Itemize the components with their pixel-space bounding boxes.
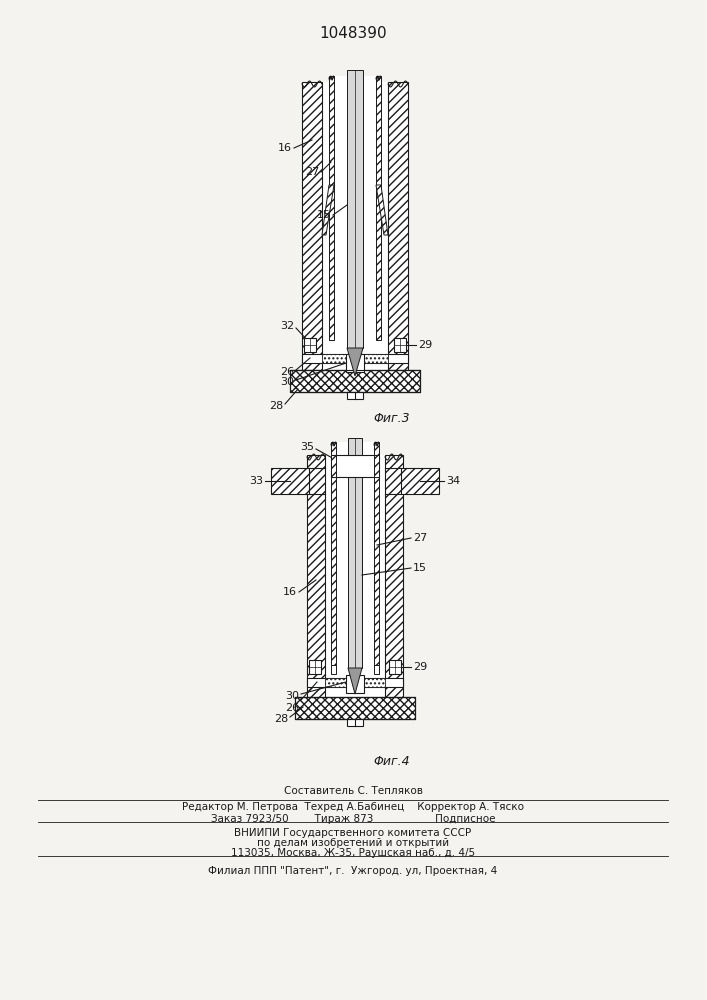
Bar xyxy=(348,438,362,668)
Text: 15: 15 xyxy=(317,210,331,220)
Text: 29: 29 xyxy=(413,662,427,672)
Bar xyxy=(334,76,376,340)
Bar xyxy=(347,719,363,726)
Text: 28: 28 xyxy=(274,714,288,724)
Text: 1048390: 1048390 xyxy=(319,26,387,41)
Bar xyxy=(309,660,321,674)
Bar xyxy=(374,455,379,477)
Bar xyxy=(307,455,325,700)
Text: 30: 30 xyxy=(285,691,299,701)
Polygon shape xyxy=(322,185,334,235)
Bar xyxy=(295,697,415,719)
Bar xyxy=(347,392,363,399)
Text: Филиал ППП "Патент", г.  Ужгород. ул, Проектная, 4: Филиал ППП "Патент", г. Ужгород. ул, Про… xyxy=(209,866,498,876)
Text: 113035, Москва, Ж-35, Раушская наб., д. 4/5: 113035, Москва, Ж-35, Раушская наб., д. … xyxy=(231,848,475,858)
Text: Заказ 7923/50        Тираж 873                   Подписное: Заказ 7923/50 Тираж 873 Подписное xyxy=(211,814,495,824)
Bar xyxy=(336,442,374,665)
Text: 26: 26 xyxy=(285,703,299,713)
Polygon shape xyxy=(348,668,362,694)
Bar xyxy=(322,354,388,363)
Bar xyxy=(322,82,388,370)
Bar xyxy=(325,678,385,687)
Bar xyxy=(302,354,408,363)
Bar xyxy=(401,468,439,494)
Text: ВНИИПИ Государственного комитета СССР: ВНИИПИ Государственного комитета СССР xyxy=(235,828,472,838)
Bar xyxy=(347,70,363,348)
Bar xyxy=(331,442,336,665)
Bar xyxy=(290,370,420,392)
Bar xyxy=(394,338,406,352)
Text: 26: 26 xyxy=(280,367,294,377)
Bar xyxy=(304,338,316,352)
Text: 35: 35 xyxy=(300,442,314,452)
Text: 27: 27 xyxy=(305,167,319,177)
Polygon shape xyxy=(376,185,388,235)
Bar xyxy=(385,455,403,700)
Bar xyxy=(376,76,381,340)
Text: 28: 28 xyxy=(269,401,283,411)
Bar xyxy=(331,665,336,674)
Text: 16: 16 xyxy=(278,143,292,153)
Bar xyxy=(307,678,403,687)
Text: по делам изобретений и открытий: по делам изобретений и открытий xyxy=(257,838,449,848)
Text: 29: 29 xyxy=(418,340,432,350)
Text: 33: 33 xyxy=(249,476,263,486)
Text: Редактор М. Петрова  Техред А.Бабинец    Корректор А. Тяско: Редактор М. Петрова Техред А.Бабинец Кор… xyxy=(182,802,524,812)
Bar xyxy=(329,76,334,340)
Text: 32: 32 xyxy=(280,321,294,331)
Text: Φиг.4: Φиг.4 xyxy=(373,755,409,768)
Text: 30: 30 xyxy=(280,377,294,387)
Bar xyxy=(346,354,364,372)
Text: 16: 16 xyxy=(283,587,297,597)
Text: 27: 27 xyxy=(413,533,427,543)
Bar xyxy=(346,675,364,693)
Bar xyxy=(374,665,379,674)
Bar xyxy=(325,455,385,700)
Polygon shape xyxy=(326,185,384,235)
Text: 34: 34 xyxy=(446,476,460,486)
Bar xyxy=(302,82,322,370)
Bar xyxy=(389,660,401,674)
Bar xyxy=(374,442,379,665)
Polygon shape xyxy=(347,348,363,376)
Text: Φиг.3: Φиг.3 xyxy=(373,412,409,425)
Bar xyxy=(388,82,408,370)
Bar xyxy=(331,455,379,477)
Bar xyxy=(271,468,309,494)
Bar xyxy=(331,455,336,477)
Text: 15: 15 xyxy=(413,563,427,573)
Text: Составитель С. Тепляков: Составитель С. Тепляков xyxy=(284,786,423,796)
